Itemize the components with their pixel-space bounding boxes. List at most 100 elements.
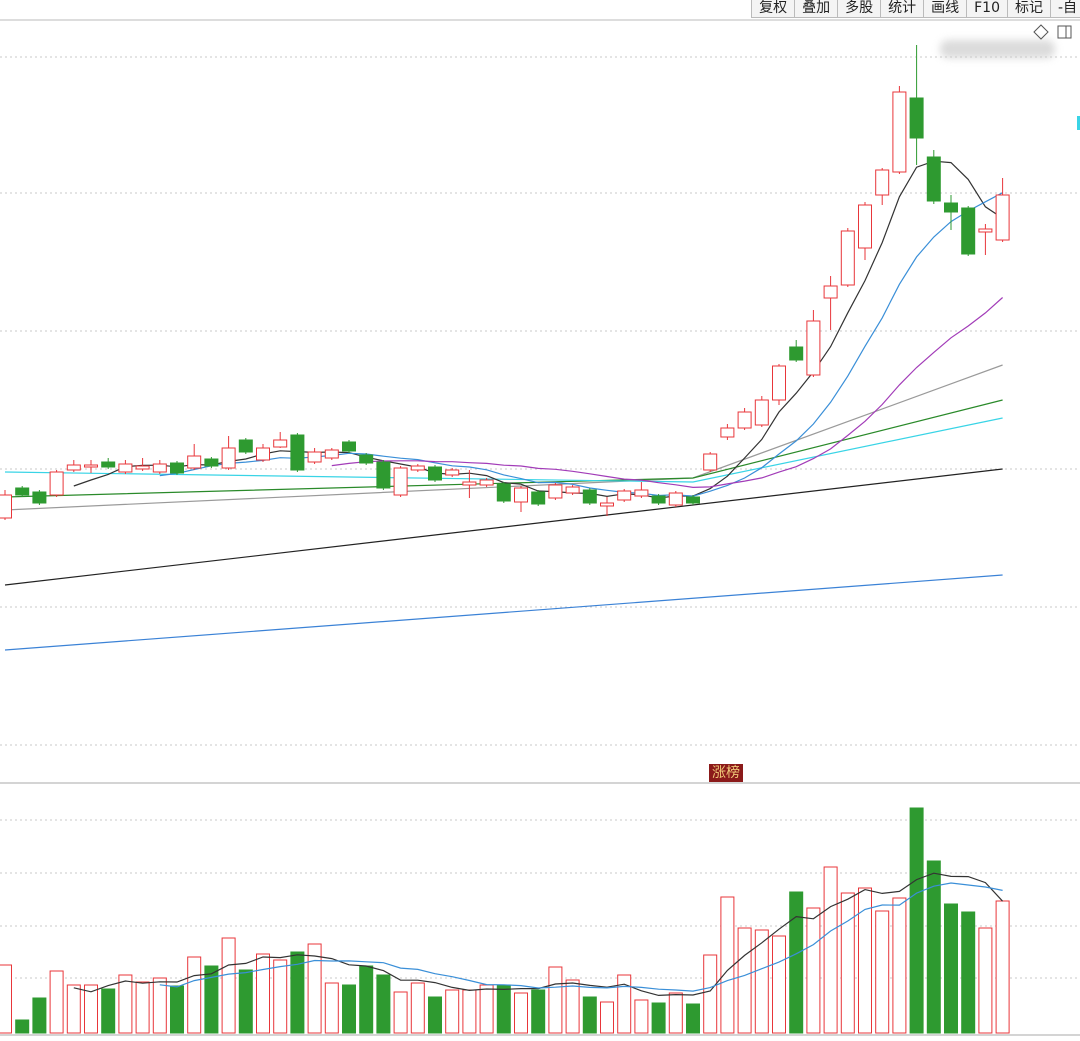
volume-bar [324,982,339,1034]
volume-bar [15,1019,30,1034]
volume-bar [737,927,752,1034]
toolbar-button[interactable]: 多股 [837,0,881,18]
volume-bar [359,965,374,1034]
candle-body [428,466,442,481]
candle-body [290,434,305,471]
candle-body [238,439,253,453]
volume-bar [238,969,253,1034]
badge[interactable] [709,764,743,782]
volume-bar [531,989,546,1034]
volume-average-line [159,882,1003,992]
volume-bar [118,974,133,1034]
main-grid [0,56,1080,746]
toolbar-button[interactable]: 统计 [880,0,924,18]
candle-body [789,346,804,361]
candle-body [565,486,580,494]
volume-bar [256,953,270,1034]
volume-bar [66,984,81,1034]
volume-bar [290,951,305,1034]
volume-bar [875,910,890,1034]
toolbar-button[interactable]: 标记 [1007,0,1050,18]
volume-bar [187,956,202,1034]
candle-body [49,471,64,496]
blurred-label [940,40,1055,58]
candle-body [686,496,700,504]
candle-body [66,464,81,471]
moving-average-line [331,297,1004,489]
candle-body [737,411,752,429]
candle-body [273,439,288,448]
candle-body [978,228,993,233]
volume-bar [840,892,855,1034]
volume-bar [634,999,649,1034]
moving-average-line [4,399,1003,498]
volume-bar [496,984,511,1034]
toolbar-button[interactable]: 叠加 [794,0,838,18]
volume-bar [342,984,356,1034]
candle-body [342,441,356,452]
volume-bar [273,959,288,1034]
candle-body [840,230,855,286]
candle-body [754,399,769,426]
candle-body [514,487,528,503]
volume-bar [651,1002,666,1034]
candle-body [84,464,98,468]
volume-bar [32,997,47,1034]
candle-body [720,427,735,438]
volume-bar [0,964,12,1034]
volume-bar [135,981,150,1034]
candle-body [445,469,460,476]
volume-bar [445,989,460,1034]
badge-text: 涨榜 [712,764,740,781]
candle-body [15,487,30,496]
diamond-icon[interactable] [1033,24,1049,40]
volume-bar [410,982,425,1034]
candle-body [634,489,649,497]
volume-bar [307,943,322,1034]
volume-bar [101,988,116,1034]
volume-bar [909,807,924,1034]
candle-body [0,494,12,519]
volume-bar [428,996,442,1034]
candle-body [462,481,477,486]
moving-average-line [4,417,1003,483]
candle-body [926,156,941,202]
volume-bar [995,900,1010,1034]
volume-bar [565,979,580,1034]
candle-body [995,194,1010,241]
candle-body [772,365,786,401]
candle-body [858,204,872,249]
toolbar-button[interactable]: 复权 [751,0,795,18]
candle-body [256,447,270,461]
candle-body [617,490,632,501]
toolbar-button[interactable]: 画线 [923,0,967,18]
volume-bar [221,937,236,1034]
candle-body [187,455,202,469]
volume-bar [703,954,718,1034]
candle-body [961,207,976,255]
volume-bar [84,984,98,1034]
candle-body [135,465,150,470]
panel-icon[interactable] [1057,25,1072,39]
toolbar-button[interactable]: F10 [966,0,1007,18]
volume-bar [393,991,408,1034]
volume-bar [668,992,683,1034]
candle-body [393,467,408,496]
volume-bar [806,907,821,1034]
candle-body [118,463,133,473]
candle-body [582,489,597,504]
candle-body [600,502,614,507]
candle-body [496,483,511,502]
candle-body [806,320,821,376]
volume-bar [944,903,958,1034]
candle-body [152,463,167,473]
volume-bar [720,896,735,1034]
candle-body [376,461,391,489]
candle-body [875,169,890,196]
volume-bar [754,929,769,1034]
candle-body [909,97,924,139]
candle-body [548,484,563,499]
candle-body [324,449,339,459]
toolbar-button[interactable]: -自 [1050,0,1080,18]
